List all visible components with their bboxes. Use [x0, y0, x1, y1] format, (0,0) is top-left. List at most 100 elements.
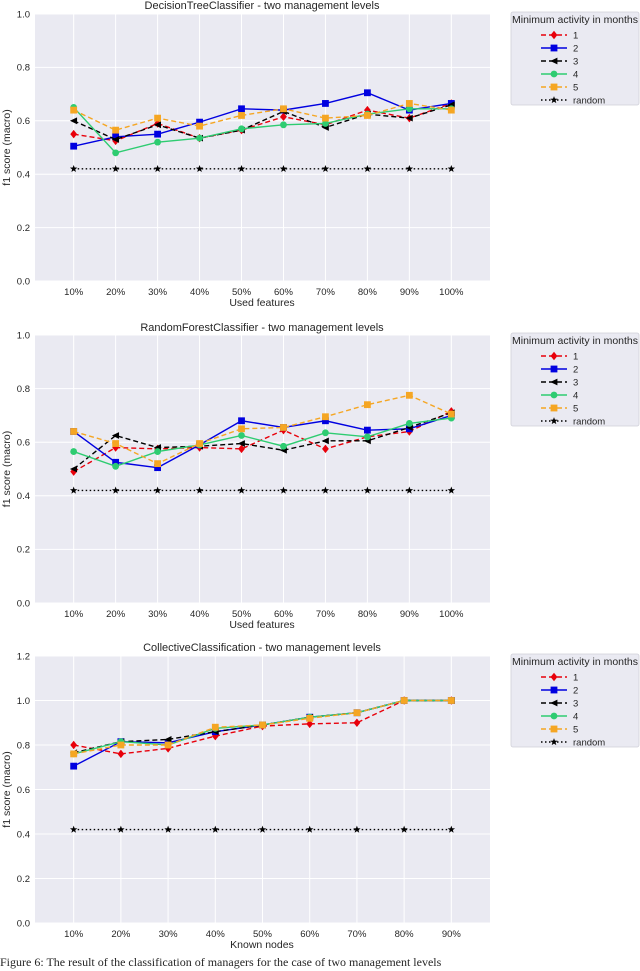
data-point: [322, 114, 329, 122]
x-tick-label: 10%: [64, 929, 84, 940]
data-point: [70, 762, 78, 770]
data-point: [306, 719, 314, 729]
legend-title: Minimum activity in months: [512, 14, 638, 26]
data-point: [70, 448, 78, 455]
legend-label: 2: [573, 685, 578, 696]
data-point: [70, 428, 78, 435]
data-point: [405, 105, 413, 113]
data-point: [69, 486, 78, 494]
data-point: [405, 391, 413, 399]
chart-title: CollectiveClassification - two managemen…: [143, 642, 381, 654]
data-point: [321, 486, 330, 494]
x-tick-label: 20%: [111, 929, 131, 940]
data-point: [154, 464, 161, 472]
data-point: [111, 164, 120, 173]
data-point: [153, 121, 161, 129]
legend-label: 5: [573, 724, 578, 735]
data-point: [280, 424, 287, 431]
legend-marker: [550, 378, 558, 386]
data-point: [154, 460, 161, 468]
legend-marker: [550, 83, 558, 91]
legend-marker: [550, 96, 558, 104]
data-point: [353, 709, 361, 717]
series-line: [73, 417, 452, 468]
data-point: [238, 112, 245, 119]
series-line: [73, 394, 452, 465]
y-tick-label: 1.0: [17, 9, 30, 20]
data-point: [280, 112, 287, 122]
data-point: [364, 112, 371, 119]
x-tick-label: 90%: [400, 287, 420, 298]
legend-label: 1: [573, 351, 578, 362]
y-tick-label: 0.4: [17, 170, 30, 181]
data-point: [364, 433, 371, 441]
x-tick-label: 10%: [64, 287, 84, 298]
chart-title: RandomForestClassifier - two management …: [140, 322, 384, 334]
plot-area: [35, 335, 490, 603]
data-point: [211, 723, 219, 731]
data-point: [70, 129, 78, 139]
y-tick-label: 0.8: [17, 740, 30, 751]
legend-marker: [550, 725, 558, 733]
data-point: [111, 136, 120, 143]
data-point: [353, 825, 361, 833]
y-tick-label: 0.0: [17, 598, 30, 609]
data-point: [154, 138, 161, 146]
data-point: [280, 121, 287, 129]
data-point: [305, 825, 314, 833]
x-tick-label: 80%: [395, 929, 415, 940]
data-point: [112, 126, 120, 134]
legend-label: 5: [573, 403, 578, 414]
data-point: [112, 458, 120, 466]
legend-label: 3: [573, 56, 578, 67]
data-point: [196, 118, 203, 126]
data-point: [196, 440, 203, 447]
data-point: [364, 426, 371, 434]
data-point: [364, 89, 371, 97]
data-point: [164, 825, 172, 833]
data-point: [196, 122, 203, 130]
x-tick-label: 90%: [442, 929, 462, 940]
legend-marker: [550, 712, 558, 720]
data-point: [112, 462, 120, 470]
legend-label: 2: [573, 364, 578, 375]
series-line: [73, 92, 452, 147]
x-tick-label: 40%: [206, 929, 226, 940]
x-tick-label: 80%: [358, 287, 378, 298]
series-line: [73, 412, 452, 470]
data-point: [117, 749, 125, 759]
series-line: [73, 104, 452, 141]
data-point: [447, 410, 455, 418]
legend: Minimum activity in months 1 2 3 4 5 random: [510, 11, 640, 106]
y-axis-label: f1 score (macro): [1, 109, 13, 185]
chart-collective-classification: 0.0 0.2 0.4 0.6 0.8 1.0 1.2 10% 20% 30% 40% 50% 60% 7…: [1, 642, 640, 951]
legend-label: 3: [573, 377, 578, 388]
data-point: [153, 164, 162, 173]
legend-title: Minimum activity in months: [512, 656, 638, 668]
data-point: [154, 448, 161, 455]
data-point: [196, 134, 203, 142]
data-point: [322, 444, 329, 454]
data-point: [70, 106, 78, 114]
data-point: [117, 741, 125, 749]
legend: Minimum activity in months 1 2 3 4 5 random: [510, 653, 640, 748]
data-point: [364, 105, 371, 115]
data-point: [117, 825, 125, 833]
chart-decision-tree: 0.0 0.2 0.4 0.6 0.8 1.0 10% 20% 30% 40% 50% 60% 70% 8…: [1, 0, 640, 309]
data-point: [112, 133, 120, 141]
data-point: [195, 486, 204, 494]
y-tick-label: 0.6: [17, 438, 30, 449]
legend-marker: [550, 699, 558, 707]
series-line: [73, 699, 452, 754]
data-point: [238, 425, 245, 433]
legend-label: 3: [573, 698, 578, 709]
x-tick-label: 70%: [316, 609, 336, 620]
data-point: [154, 130, 161, 138]
x-axis-label: Used features: [229, 297, 294, 309]
x-tick-label: 100%: [439, 287, 464, 298]
data-point: [238, 444, 245, 454]
series-random: [69, 825, 456, 833]
data-point: [69, 465, 78, 473]
series-5: [70, 391, 455, 468]
data-point: [237, 440, 245, 447]
